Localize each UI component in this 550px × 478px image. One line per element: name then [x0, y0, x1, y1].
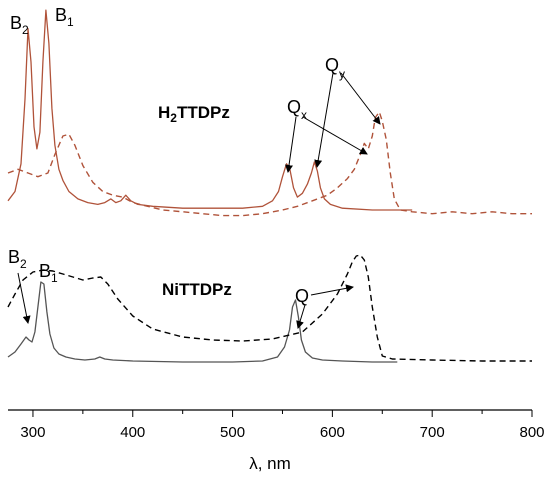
arrow-qx-to-h2-dashed: [302, 116, 368, 155]
ni-peak-label-b2: B2: [8, 247, 27, 271]
h2-qx-main: Q: [287, 97, 301, 117]
h2-b1-main: B: [55, 5, 67, 25]
arrow-ni-q-to-dashed: [310, 284, 354, 296]
h2-b2-main: B: [10, 13, 22, 33]
x-tick-label: 800: [519, 424, 544, 441]
arrow-qx-to-h2-peak: [285, 116, 297, 173]
h2-b2-sub: 2: [22, 23, 29, 37]
ni-peak-label-q: Q: [295, 286, 309, 306]
h2ttdpz-label-rest: TTDPz: [177, 103, 230, 122]
h2-peak-label-b2: B2: [10, 13, 29, 37]
h2-peak-label-b1: B1: [55, 5, 74, 29]
x-axis-title: λ, nm: [249, 454, 291, 473]
compound-label-nittdpz: NiTTDPz: [162, 280, 232, 299]
ni-b1-main: B: [39, 261, 51, 281]
h2-peak-label-qy: Qy: [325, 55, 345, 81]
series-nittdpz-solid: [7, 281, 398, 363]
x-tick-label: 300: [20, 424, 45, 441]
h2-peak-label-qx: Qx: [287, 97, 307, 122]
h2-qx-sub: x: [301, 108, 307, 122]
x-tick-label: 500: [220, 424, 245, 441]
h2-qy-main: Q: [325, 55, 339, 75]
x-tick-label: 400: [120, 424, 145, 441]
h2ttdpz-label-main: H: [158, 103, 170, 122]
ni-b1-sub: 1: [51, 271, 58, 285]
plot-area: [7, 9, 532, 363]
arrow-ni-b2: [17, 272, 31, 324]
x-tick-label: 700: [420, 424, 445, 441]
h2ttdpz-label-sub: 2: [170, 111, 177, 125]
compound-label-h2ttdpz: H2TTDPz: [158, 103, 230, 125]
arrow-ni-q-to-peak: [296, 304, 306, 329]
h2-b1-sub: 1: [67, 15, 74, 29]
ni-b2-sub: 2: [20, 257, 27, 271]
ni-b2-main: B: [8, 247, 20, 267]
annotation-arrows: [17, 72, 381, 329]
arrow-qy-to-h2-dashed: [340, 72, 381, 125]
ni-peak-label-b1: B1: [39, 261, 58, 285]
series-h2ttdpz-dashed: [7, 111, 532, 217]
ni-q-main: Q: [295, 286, 309, 306]
x-axis-ticks: 300 400 500 600 700 800: [20, 410, 545, 441]
series-nittdpz-dashed: [7, 254, 532, 362]
x-tick-label: 600: [320, 424, 345, 441]
arrow-qy-to-h2-peak: [314, 72, 334, 168]
